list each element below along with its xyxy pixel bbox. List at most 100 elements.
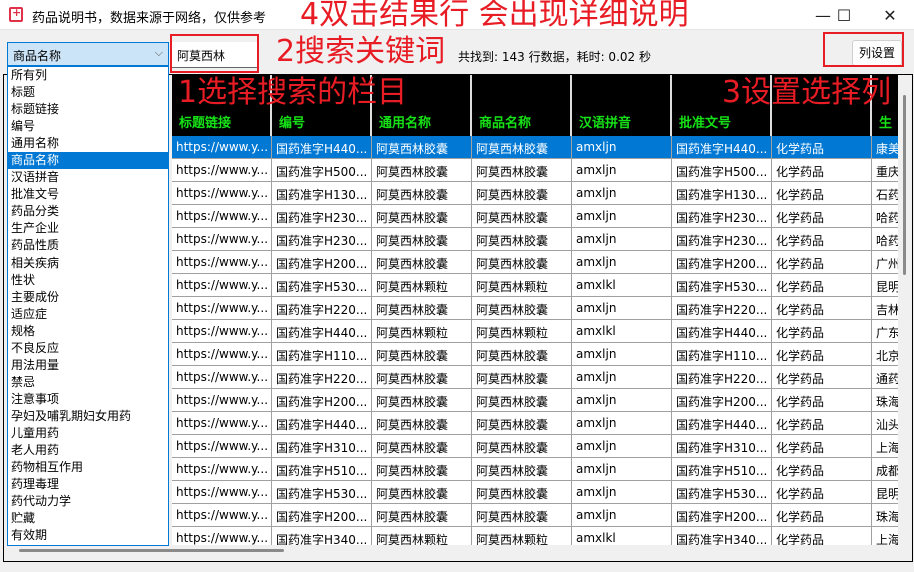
table-cell: 国药准字H230...	[272, 228, 372, 250]
dropdown-item[interactable]: 不良反应	[11, 340, 60, 355]
column-header[interactable]: 汉语拼音	[572, 75, 672, 136]
table-cell: 国药准字H230...	[672, 205, 772, 227]
table-row[interactable]: https://www.y... 国药准字H510... 阿莫西林胶囊 阿莫西林胶囊 a…	[172, 458, 900, 481]
table-cell: 阿莫西林胶囊	[372, 136, 472, 158]
table-cell: amxljn	[572, 435, 672, 457]
dropdown-item[interactable]: 药物相互作用	[11, 460, 84, 475]
dropdown-item[interactable]: 编号	[11, 119, 36, 134]
results-table[interactable]: 标题链接 编号 通用名称 商品名称 汉语拼音 批准文号 生 https://www.y...…	[172, 75, 900, 545]
vertical-scroll-thumb[interactable]	[903, 95, 906, 275]
table-row[interactable]: https://www.y... 国药准字H200... 阿莫西林胶囊 阿莫西林胶囊 a…	[172, 389, 900, 412]
table-row[interactable]: https://www.y... 国药准字H500... 阿莫西林胶囊 阿莫西林胶囊 a…	[172, 159, 900, 182]
table-row[interactable]: https://www.y... 国药准字H220... 阿莫西林胶囊 阿莫西林胶囊 a…	[172, 297, 900, 320]
column-header[interactable]	[772, 75, 872, 136]
search-column-select[interactable]: 商品名称 ⌵	[7, 42, 169, 66]
dropdown-item[interactable]: 注意事项	[11, 391, 60, 406]
table-cell: 化学药品	[772, 504, 872, 526]
table-cell: https://www.y...	[172, 481, 272, 503]
horizontal-scroll-thumb[interactable]	[19, 549, 284, 552]
table-cell: 国药准字H510...	[672, 458, 772, 480]
dropdown-item[interactable]: 适应症	[11, 306, 48, 321]
dropdown-item[interactable]: 所有列	[11, 68, 48, 82]
table-cell: 阿莫西林胶囊	[372, 159, 472, 181]
annotation-step1: 1选择搜索的栏目	[178, 75, 408, 110]
table-cell: https://www.y...	[172, 297, 272, 319]
table-cell: 国药准字H220...	[272, 366, 372, 388]
dropdown-item[interactable]: 药品性质	[11, 238, 60, 253]
dropdown-item[interactable]: 药代动力学	[11, 494, 72, 509]
table-cell: 化学药品	[772, 412, 872, 434]
table-cell: 阿莫西林颗粒	[372, 527, 472, 545]
table-cell: 阿莫西林胶囊	[472, 481, 572, 503]
table-cell: 化学药品	[772, 481, 872, 503]
dropdown-item[interactable]: 用法用量	[11, 357, 60, 372]
dropdown-item[interactable]: 性状	[11, 272, 36, 287]
dropdown-item[interactable]: 规格	[11, 323, 36, 338]
minimize-button[interactable]: —	[815, 5, 831, 25]
table-cell: 阿莫西林颗粒	[472, 527, 572, 545]
dropdown-item[interactable]: 商品名称	[8, 152, 168, 170]
table-row[interactable]: https://www.y... 国药准字H530... 阿莫西林颗粒 阿莫西林颗粒 a…	[172, 274, 900, 297]
dropdown-item[interactable]: 汉语拼音	[11, 170, 60, 185]
table-cell: 国药准字H500...	[272, 159, 372, 181]
dropdown-item[interactable]: 孕妇及哺乳期妇女用药	[11, 408, 132, 423]
dropdown-item[interactable]: 贮藏	[11, 511, 36, 526]
table-cell: https://www.y...	[172, 159, 272, 181]
table-row[interactable]: https://www.y... 国药准字H130... 阿莫西林胶囊 阿莫西林胶囊 a…	[172, 182, 900, 205]
column-dropdown-list[interactable]: 所有列标题标题链接编号通用名称 商品名称 汉语拼音批准文号药品分类生产企业药品性质相…	[7, 66, 169, 546]
table-row[interactable]: https://www.y... 国药准字H310... 阿莫西林胶囊 阿莫西林胶囊 a…	[172, 435, 900, 458]
table-row[interactable]: https://www.y... 国药准字H200... 阿莫西林胶囊 阿莫西林胶囊 a…	[172, 504, 900, 527]
table-row[interactable]: https://www.y... 国药准字H110... 阿莫西林胶囊 阿莫西林胶囊 a…	[172, 343, 900, 366]
table-cell: 化学药品	[772, 136, 872, 158]
maximize-button[interactable]: ☐	[836, 5, 852, 25]
column-header[interactable]: 标题链接	[172, 75, 272, 136]
table-row[interactable]: https://www.y... 国药准字H200... 阿莫西林胶囊 阿莫西林胶囊 a…	[172, 251, 900, 274]
close-button[interactable]: ✕	[883, 5, 897, 25]
dropdown-item[interactable]: 有效期	[11, 528, 48, 543]
vertical-scrollbar[interactable]	[898, 75, 912, 545]
dropdown-item[interactable]: 生产企业	[11, 221, 60, 236]
table-row[interactable]: https://www.y... 国药准字H440... 阿莫西林胶囊 阿莫西林胶囊 a…	[172, 136, 900, 159]
dropdown-item[interactable]: 主要成份	[11, 289, 60, 304]
dropdown-item[interactable]: 相关疾病	[11, 255, 60, 270]
dropdown-item[interactable]: 批准文号	[11, 187, 60, 202]
table-cell: 阿莫西林颗粒	[472, 274, 572, 296]
table-cell: 国药准字H440...	[272, 412, 372, 434]
column-header[interactable]: 批准文号	[672, 75, 772, 136]
table-cell: 康美	[872, 136, 900, 158]
dropdown-item[interactable]: 标题链接	[11, 102, 60, 117]
table-row[interactable]: https://www.y... 国药准字H440... 阿莫西林颗粒 阿莫西林颗粒 a…	[172, 320, 900, 343]
table-cell: 国药准字H340...	[272, 527, 372, 545]
table-row[interactable]: https://www.y... 国药准字H340... 阿莫西林颗粒 阿莫西林颗粒 a…	[172, 527, 900, 545]
dropdown-item[interactable]: 儿童用药	[11, 425, 60, 440]
dropdown-item[interactable]: 药理毒理	[11, 477, 60, 492]
column-header[interactable]: 生	[872, 75, 900, 136]
dropdown-item[interactable]: 标题	[11, 85, 36, 100]
dropdown-item[interactable]: 禁忌	[11, 374, 36, 389]
table-cell: 化学药品	[772, 527, 872, 545]
dropdown-item[interactable]: 老人用药	[11, 443, 60, 458]
table-row[interactable]: https://www.y... 国药准字H440... 阿莫西林胶囊 阿莫西林胶囊 a…	[172, 412, 900, 435]
dropdown-item[interactable]: 通用名称	[11, 136, 60, 151]
table-cell: 国药准字H200...	[272, 504, 372, 526]
table-cell: 阿莫西林胶囊	[372, 435, 472, 457]
column-header[interactable]: 商品名称	[472, 75, 572, 136]
table-cell: 国药准字H530...	[272, 481, 372, 503]
dropdown-item[interactable]: 药品分类	[11, 204, 60, 219]
table-row[interactable]: https://www.y... 国药准字H220... 阿莫西林胶囊 阿莫西林胶囊 a…	[172, 366, 900, 389]
table-cell: 国药准字H220...	[272, 297, 372, 319]
table-cell: 阿莫西林胶囊	[372, 228, 472, 250]
chevron-down-icon: ⌵	[154, 46, 163, 59]
search-input[interactable]: 阿莫西林	[172, 42, 258, 68]
column-header[interactable]: 编号	[272, 75, 372, 136]
table-row[interactable]: https://www.y... 国药准字H530... 阿莫西林胶囊 阿莫西林胶囊 a…	[172, 481, 900, 504]
table-cell: 珠海	[872, 389, 900, 411]
selected-column: 商品名称	[13, 49, 62, 63]
column-header[interactable]: 通用名称	[372, 75, 472, 136]
table-cell: 阿莫西林胶囊	[472, 366, 572, 388]
table-row[interactable]: https://www.y... 国药准字H230... 阿莫西林胶囊 阿莫西林胶囊 a…	[172, 228, 900, 251]
table-cell: 化学药品	[772, 159, 872, 181]
column-settings-button[interactable]: 列设置	[852, 40, 902, 66]
table-cell: amxlkl	[572, 320, 672, 342]
table-row[interactable]: https://www.y... 国药准字H230... 阿莫西林胶囊 阿莫西林胶囊 a…	[172, 205, 900, 228]
